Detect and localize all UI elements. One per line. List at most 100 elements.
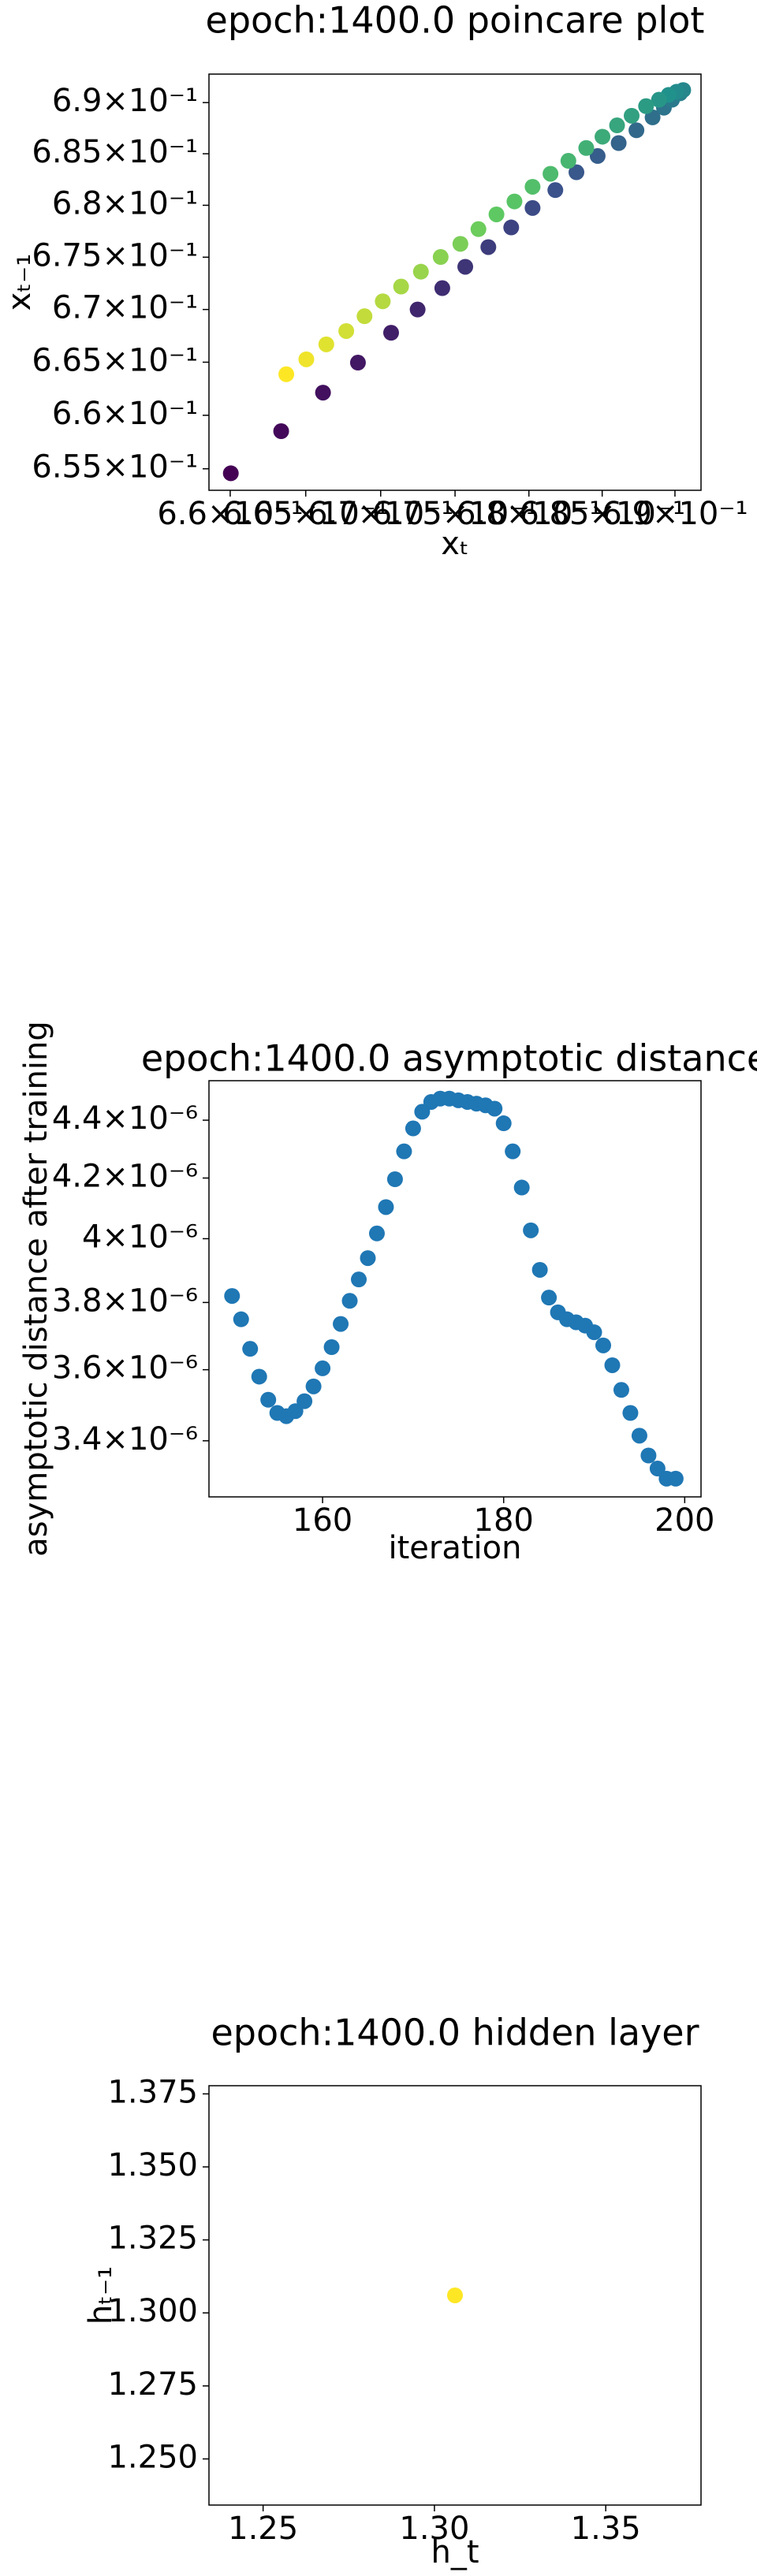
point <box>447 2288 463 2303</box>
chart-title: epoch:1400.0 asymptotic distance <box>141 1037 757 1080</box>
point <box>667 1470 684 1487</box>
x-tick-label: 6.65×10⁻¹ <box>222 496 389 532</box>
point <box>287 1403 304 1420</box>
y-tick-label: 4.4×10⁻⁶ <box>52 1100 198 1137</box>
point <box>260 1391 277 1408</box>
point <box>524 199 541 216</box>
point <box>393 278 409 295</box>
point <box>251 1368 267 1385</box>
y-tick-label: 6.8×10⁻¹ <box>52 185 198 221</box>
point <box>375 293 391 310</box>
point <box>622 1405 639 1421</box>
x-tick-label: 6.8×10⁻¹ <box>456 496 602 532</box>
point <box>305 1378 322 1394</box>
y-tick-label: 6.9×10⁻¹ <box>52 83 198 119</box>
x-tick-label: 1.35 <box>571 2511 641 2547</box>
x-axis-label: h_t <box>431 2534 479 2570</box>
y-tick-label: 3.4×10⁻⁶ <box>52 1421 198 1457</box>
point <box>318 336 334 352</box>
y-tick-label: 1.350 <box>107 2147 198 2183</box>
y-axis-label: hₜ₋₁ <box>83 2266 119 2325</box>
point <box>631 1428 647 1444</box>
x-tick-label: 6.75×10⁻¹ <box>372 496 539 532</box>
point <box>356 308 373 325</box>
chart-title: epoch:1400.0 hidden layer <box>211 2012 699 2054</box>
point <box>531 1261 548 1278</box>
x-tick-label: 6.7×10⁻¹ <box>308 496 453 532</box>
point <box>506 193 523 210</box>
point <box>278 366 295 382</box>
point <box>595 128 611 145</box>
x-tick-label: 160 <box>293 1502 352 1539</box>
point <box>495 1115 512 1132</box>
point <box>224 1288 241 1305</box>
point <box>368 1225 385 1241</box>
y-axis-label: asymptotic distance after training <box>18 1021 54 1557</box>
point <box>378 1199 394 1215</box>
point <box>651 91 667 108</box>
point <box>338 322 355 339</box>
y-tick-label: 1.325 <box>107 2220 198 2257</box>
y-axis-label: xₜ₋₁ <box>2 254 38 311</box>
point <box>349 355 366 371</box>
y-tick-label: 1.250 <box>107 2439 198 2475</box>
point <box>589 147 606 164</box>
point <box>409 301 426 318</box>
y-tick-label: 6.7×10⁻¹ <box>52 290 198 326</box>
point <box>523 1222 539 1238</box>
point <box>432 249 449 266</box>
point <box>233 1311 249 1327</box>
point <box>480 239 497 255</box>
point <box>333 1316 349 1332</box>
point <box>604 1357 621 1373</box>
point <box>595 1337 612 1353</box>
point <box>242 1341 259 1357</box>
point <box>649 1461 666 1477</box>
y-tick-label: 1.300 <box>107 2293 198 2329</box>
point <box>560 153 576 169</box>
point <box>298 351 315 367</box>
point <box>628 122 645 139</box>
point <box>541 1290 557 1306</box>
point <box>457 259 474 275</box>
x-tick-label: 6.9×10⁻¹ <box>602 496 748 532</box>
y-tick-label: 4.2×10⁻⁶ <box>52 1158 198 1194</box>
plot-frame <box>208 1080 702 1498</box>
point <box>488 206 505 222</box>
point <box>487 1100 503 1117</box>
x-tick-label: 180 <box>474 1502 534 1539</box>
y-tick-label: 3.6×10⁻⁶ <box>52 1350 198 1387</box>
point <box>470 221 487 237</box>
point <box>624 107 640 124</box>
point <box>396 1143 412 1160</box>
y-tick-label: 1.275 <box>107 2366 198 2403</box>
point <box>323 1338 340 1355</box>
point <box>613 1382 629 1398</box>
point <box>524 178 541 195</box>
y-tick-label: 6.85×10⁻¹ <box>32 134 198 170</box>
y-tick-label: 3.8×10⁻⁶ <box>52 1282 198 1319</box>
x-tick-label: 6.6×10⁻¹ <box>157 496 303 532</box>
point <box>360 1250 376 1267</box>
point <box>315 385 331 401</box>
point <box>273 423 289 440</box>
point <box>513 1179 530 1196</box>
point <box>222 465 239 482</box>
x-tick-label: 200 <box>654 1502 714 1539</box>
point <box>578 140 595 156</box>
y-tick-label: 6.75×10⁻¹ <box>32 237 198 274</box>
y-tick-label: 1.375 <box>107 2074 198 2110</box>
point <box>452 236 468 252</box>
y-tick-label: 6.55×10⁻¹ <box>32 449 198 486</box>
point <box>569 164 585 181</box>
point <box>505 1143 521 1160</box>
y-tick-label: 6.65×10⁻¹ <box>32 342 198 378</box>
point <box>503 219 520 236</box>
point <box>638 98 654 114</box>
point <box>434 280 450 296</box>
point <box>609 117 625 134</box>
plot-frame <box>208 2085 702 2506</box>
plot-frame <box>208 73 702 491</box>
chart-title: epoch:1400.0 poincare plot <box>206 0 705 42</box>
